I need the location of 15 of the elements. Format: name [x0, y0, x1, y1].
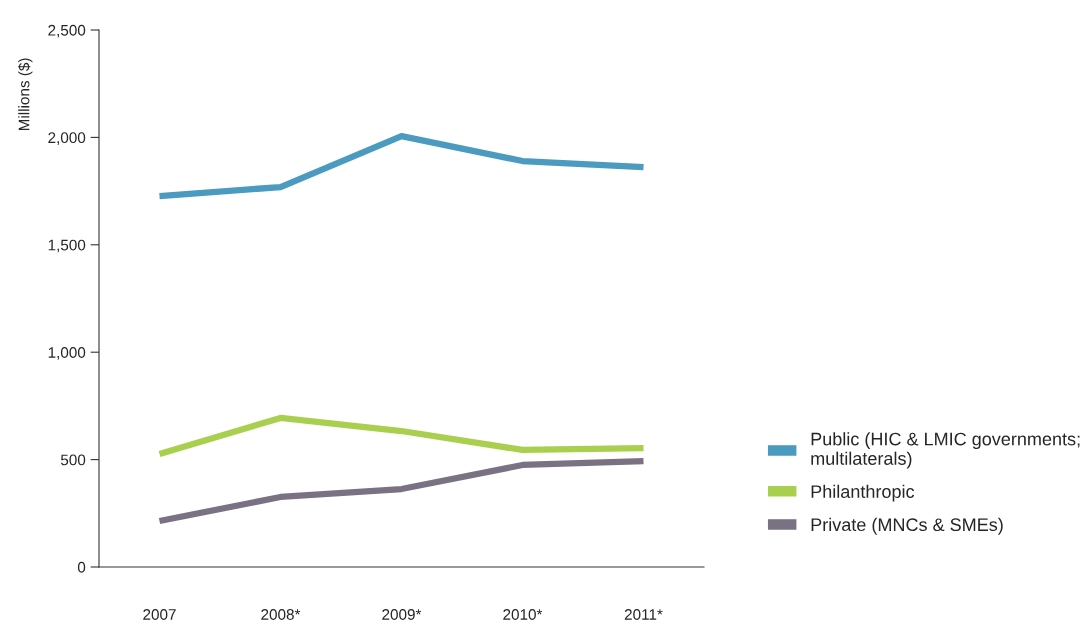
y-tick-label: 500 — [60, 454, 86, 466]
legend-label: Private (MNCs & SMEs) — [811, 517, 1003, 535]
y-tick-label: 2,000 — [48, 132, 86, 145]
y-tick-label: 2,500 — [48, 24, 86, 38]
legend-label: Public (HIC & LMIC governments; multilaterals) — [811, 432, 1080, 469]
x-tick-label: 2011* — [624, 609, 663, 620]
x-tick-label: 2009* — [382, 609, 422, 620]
x-tick-label: 2010* — [503, 609, 543, 620]
y-tick-label: 1,000 — [48, 347, 86, 360]
y-tick-label: 1,500 — [48, 239, 86, 253]
y-tick-label: 0 — [77, 561, 86, 573]
legend-label: Philanthropic — [811, 484, 915, 502]
y-axis-title: Millions ($) — [17, 58, 33, 131]
x-tick-label: 2007 — [143, 609, 176, 620]
x-tick-label: 2008* — [261, 609, 301, 620]
